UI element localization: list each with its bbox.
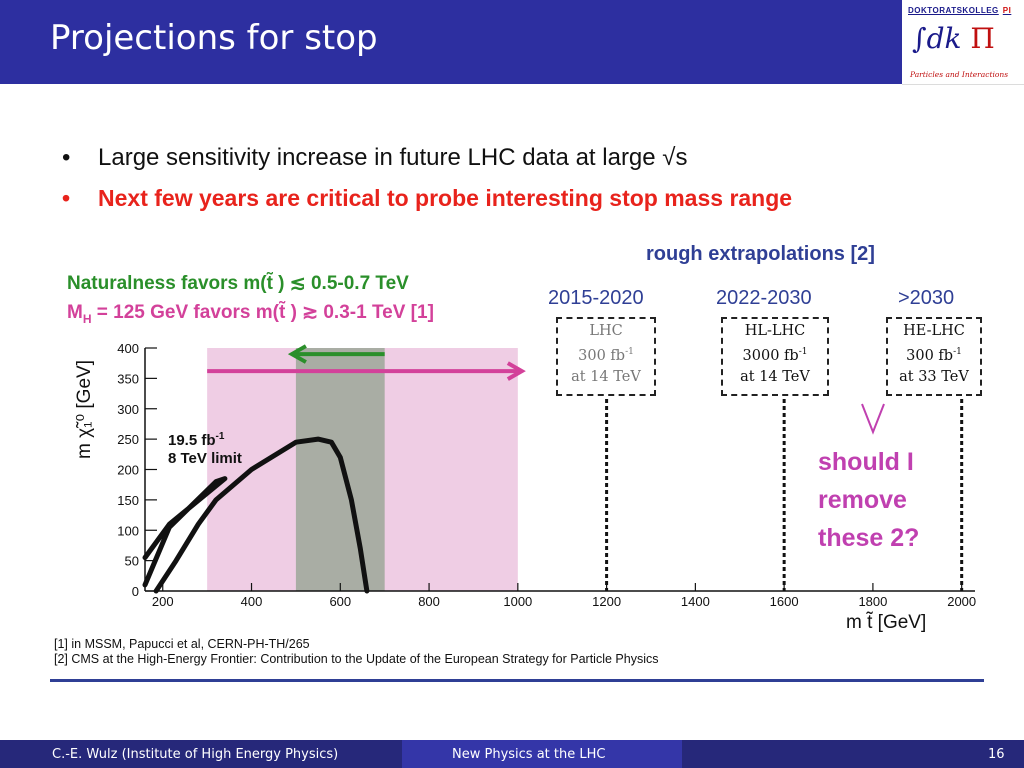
x-tick-label: 2000: [947, 594, 976, 609]
period-label: 2015-2020: [548, 287, 644, 309]
bullet-text: Large sensitivity increase in future LHC…: [98, 144, 688, 171]
y-tick-label: 50: [125, 554, 139, 569]
he-lhc-projection-box: HE-LHC 300 fb-1 at 33 TeV: [886, 317, 982, 396]
logo-main-text: ∫dk Π: [912, 22, 995, 55]
y-tick-label: 200: [117, 463, 139, 478]
box-energy: at 14 TeV: [571, 368, 641, 385]
higgs-mass-label: MH = 125 GeV favors m(t̃ ) ≳ 0.3-1 TeV […: [67, 302, 434, 326]
box-lumi: 300 fb-1: [906, 347, 962, 364]
page-number: 16: [988, 747, 1005, 762]
exclusion-curve-0: [153, 436, 370, 594]
x-axis-label: m t̃ [GeV]: [846, 612, 927, 633]
references: [1] in MSSM, Papucci et al, CERN-PH-TH/2…: [54, 637, 658, 667]
divider-rule: [50, 679, 984, 682]
rough-extrapolations-label: rough extrapolations [2]: [646, 243, 875, 265]
x-tick-label: 1200: [592, 594, 621, 609]
x-tick-label: 600: [329, 594, 351, 609]
naturalness-label: Naturalness favors m(t̃ ) ≲ 0.5-0.7 TeV: [67, 273, 409, 294]
footer-talk-title: New Physics at the LHC: [452, 747, 606, 762]
x-tick-label: 1400: [681, 594, 710, 609]
y-tick-label: 250: [117, 432, 139, 447]
x-tick-label: 800: [418, 594, 440, 609]
reference-2: [2] CMS at the High-Energy Frontier: Con…: [54, 652, 659, 666]
band-naturalness-preferred: [295, 348, 385, 591]
x-tick-label: 400: [241, 594, 263, 609]
box-lumi: 300 fb-1: [578, 347, 634, 364]
x-tick-label: 200: [152, 594, 174, 609]
box-energy: at 14 TeV: [740, 368, 810, 385]
slide-title: Projections for stop: [50, 18, 378, 58]
y-tick-label: 400: [117, 341, 139, 356]
box-name: LHC: [589, 323, 623, 339]
lhc-projection-box: LHC 300 fb-1 at 14 TeV: [556, 317, 656, 396]
box-name: HE-LHC: [903, 323, 965, 339]
bullet-dot: •: [62, 185, 71, 211]
box-name: HL-LHC: [744, 323, 806, 339]
box-energy: at 33 TeV: [899, 368, 969, 385]
range-arrow-head: [287, 344, 307, 364]
logo-top-text: DOKTORATSKOLLEG PI: [908, 6, 1012, 15]
limit-label: 19.5 fb-1 8 TeV limit: [168, 431, 242, 467]
x-tick-label: 1800: [858, 594, 887, 609]
y-tick-label: 150: [117, 493, 139, 508]
logo-subtitle: Particles and Interactions: [910, 70, 1009, 79]
y-tick-label: 300: [117, 402, 139, 417]
range-arrow-head: [506, 361, 526, 381]
x-tick-label: 1000: [503, 594, 532, 609]
bullet-text: Next few years are critical to probe int…: [98, 185, 793, 211]
y-tick-label: 100: [117, 523, 139, 538]
question-annotation: should I remove these 2?: [818, 448, 920, 552]
period-label: 2022-2030: [716, 287, 812, 309]
x-tick-label: 1600: [770, 594, 799, 609]
y-tick-label: 0: [132, 584, 139, 599]
box-lumi: 3000 fb-1: [742, 347, 808, 364]
slide-header: Projections for stop DOKTORATSKOLLEG PI ∫…: [0, 0, 1024, 85]
y-tick-label: 350: [117, 371, 139, 386]
hl-lhc-projection-box: HL-LHC 3000 fb-1 at 14 TeV: [721, 317, 829, 396]
footer-author: C.-E. Wulz (Institute of High Energy Phy…: [52, 747, 339, 762]
reference-1: [1] in MSSM, Papucci et al, CERN-PH-TH/2…: [54, 637, 310, 651]
dk-pi-logo: DOKTORATSKOLLEG PI ∫dk Π Particles and In…: [902, 0, 1024, 85]
y-axis-label: m χ̃₁⁰ [GeV]: [73, 360, 95, 459]
exclusion-curve-1: [142, 476, 228, 588]
slide-footer: C.-E. Wulz (Institute of High Energy Phy…: [0, 740, 1024, 768]
footer-center-band: [402, 740, 682, 768]
period-label: >2030: [898, 287, 955, 309]
bullet-dot: •: [62, 144, 71, 171]
up-arrow-icon: [861, 403, 885, 435]
